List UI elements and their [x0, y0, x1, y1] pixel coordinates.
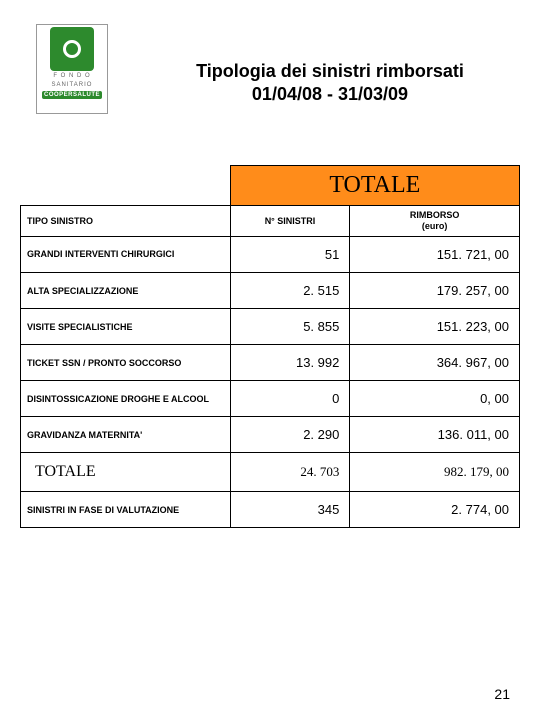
cell-type: DISINTOSSICAZIONE DROGHE E ALCOOL [21, 381, 231, 417]
table-row: GRANDI INTERVENTI CHIRURGICI 51 151. 721… [21, 237, 520, 273]
cell-type: TICKET SSN / PRONTO SOCCORSO [21, 345, 231, 381]
cell-type: ALTA SPECIALIZZAZIONE [21, 273, 231, 309]
col-header-n: N° SINISTRI [230, 206, 350, 237]
claims-table-wrap: TOTALE TIPO SINISTRO N° SINISTRI RIMBORS… [20, 165, 520, 528]
table-row: VISITE SPECIALISTICHE 5. 855 151. 223, 0… [21, 309, 520, 345]
cell-r: 0, 00 [350, 381, 520, 417]
table-row: TICKET SSN / PRONTO SOCCORSO 13. 992 364… [21, 345, 520, 381]
cell-type: GRANDI INTERVENTI CHIRURGICI [21, 237, 231, 273]
claims-table: TOTALE TIPO SINISTRO N° SINISTRI RIMBORS… [20, 165, 520, 528]
title-line-2: 01/04/08 - 31/03/09 [150, 83, 510, 106]
cell-type-total: TOTALE [21, 453, 231, 492]
table-row: DISINTOSSICAZIONE DROGHE E ALCOOL 0 0, 0… [21, 381, 520, 417]
logo-text-line1: F O N D O [53, 73, 90, 80]
cell-n: 0 [230, 381, 350, 417]
title-line-1: Tipologia dei sinistri rimborsati [150, 60, 510, 83]
cell-n-total: 24. 703 [230, 453, 350, 492]
empty-cell [21, 166, 231, 206]
table-row: GRAVIDANZA MATERNITA' 2. 290 136. 011, 0… [21, 417, 520, 453]
cell-type: VISITE SPECIALISTICHE [21, 309, 231, 345]
totale-header: TOTALE [230, 166, 519, 206]
logo: F O N D O SANITARIO COOPERSALUTE [36, 24, 108, 114]
cell-r-eval: 2. 774, 00 [350, 492, 520, 528]
logo-text-line2: SANITARIO [52, 82, 93, 89]
cell-n: 2. 515 [230, 273, 350, 309]
cell-r: 136. 011, 00 [350, 417, 520, 453]
cell-n: 5. 855 [230, 309, 350, 345]
cell-n-eval: 345 [230, 492, 350, 528]
page-number: 21 [494, 686, 510, 702]
cell-r-total: 982. 179, 00 [350, 453, 520, 492]
cell-r: 151. 223, 00 [350, 309, 520, 345]
col-header-type: TIPO SINISTRO [21, 206, 231, 237]
cell-r: 364. 967, 00 [350, 345, 520, 381]
table-row-eval: SINISTRI IN FASE DI VALUTAZIONE 345 2. 7… [21, 492, 520, 528]
col-header-r-line1: RIMBORSO [410, 210, 460, 220]
cell-n: 13. 992 [230, 345, 350, 381]
cell-type: GRAVIDANZA MATERNITA' [21, 417, 231, 453]
cell-n: 51 [230, 237, 350, 273]
logo-banner: COOPERSALUTE [42, 91, 102, 99]
cell-r: 151. 721, 00 [350, 237, 520, 273]
col-header-rimborso: RIMBORSO (euro) [350, 206, 520, 237]
cell-r: 179. 257, 00 [350, 273, 520, 309]
col-header-r-line2: (euro) [422, 221, 448, 231]
logo-sun-icon [50, 27, 94, 71]
header-row-1: TOTALE [21, 166, 520, 206]
page-title: Tipologia dei sinistri rimborsati 01/04/… [150, 60, 510, 107]
cell-type-eval: SINISTRI IN FASE DI VALUTAZIONE [21, 492, 231, 528]
table-row: ALTA SPECIALIZZAZIONE 2. 515 179. 257, 0… [21, 273, 520, 309]
table-row-total: TOTALE 24. 703 982. 179, 00 [21, 453, 520, 492]
cell-n: 2. 290 [230, 417, 350, 453]
header-row-2: TIPO SINISTRO N° SINISTRI RIMBORSO (euro… [21, 206, 520, 237]
